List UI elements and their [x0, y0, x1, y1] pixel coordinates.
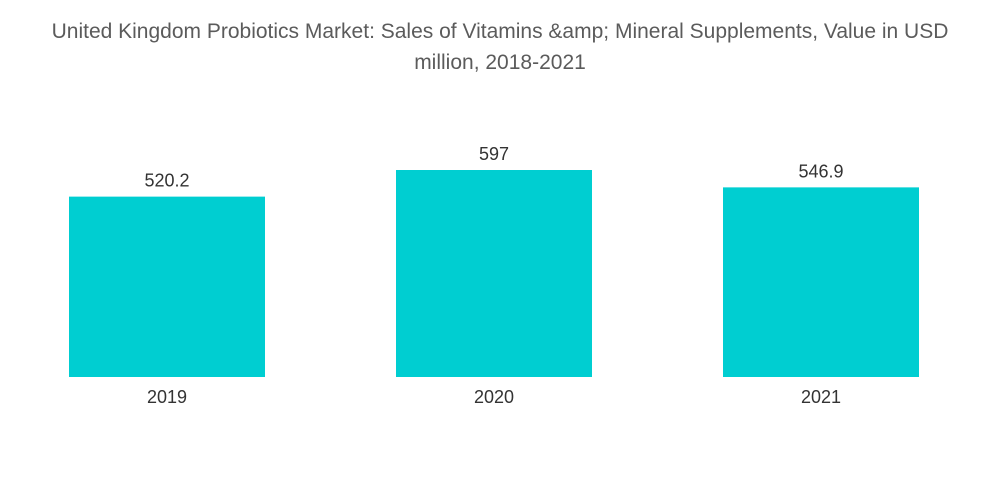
chart-title: United Kingdom Probiotics Market: Sales … — [0, 16, 1000, 78]
bar-2019 — [69, 196, 265, 377]
x-tick-label-2021: 2021 — [801, 387, 841, 407]
data-label-2020: 597 — [479, 144, 509, 164]
data-label-2019: 520.2 — [144, 171, 189, 191]
chart-title-line-2: million, 2018-2021 — [414, 51, 586, 74]
chart-title-line-1: United Kingdom Probiotics Market: Sales … — [51, 20, 949, 43]
x-tick-label-2019: 2019 — [147, 387, 187, 407]
data-label-2021: 546.9 — [798, 161, 843, 181]
bar-2020 — [396, 170, 592, 377]
x-tick-label-2020: 2020 — [474, 387, 514, 407]
bar-2021 — [723, 187, 919, 377]
